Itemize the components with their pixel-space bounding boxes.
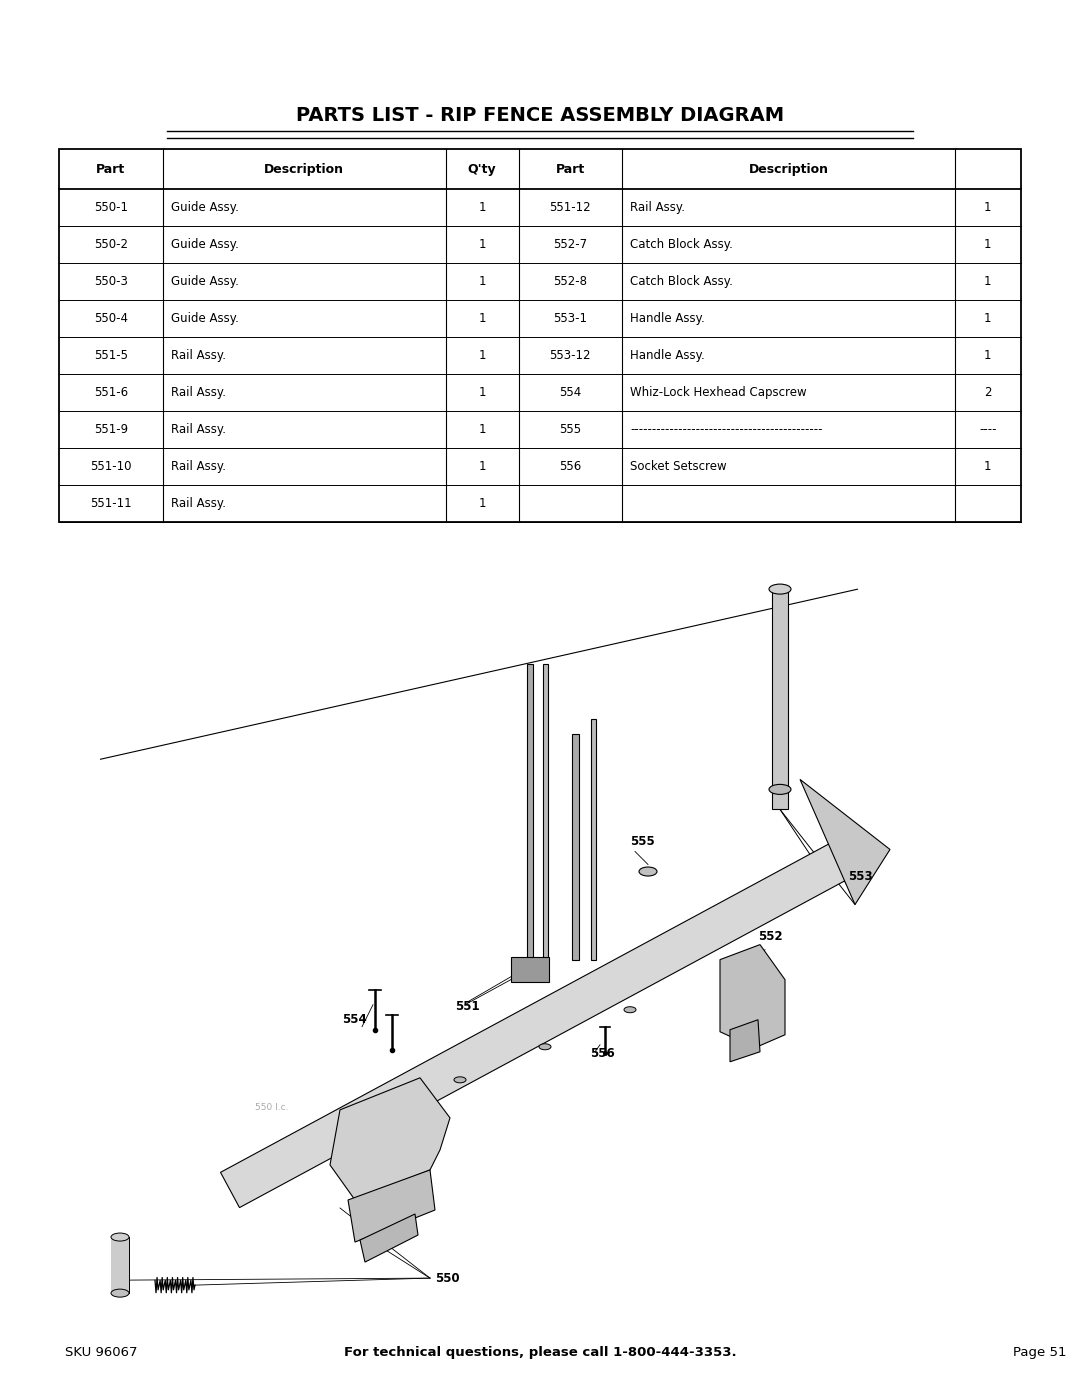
Polygon shape <box>220 827 879 1207</box>
Text: 552-7: 552-7 <box>553 237 588 250</box>
Text: Handle Assy.: Handle Assy. <box>631 312 705 324</box>
Ellipse shape <box>639 868 657 876</box>
Text: Catch Block Assy.: Catch Block Assy. <box>631 275 733 288</box>
Text: 1: 1 <box>478 386 486 398</box>
Bar <box>59 149 1021 521</box>
Text: Guide Assy.: Guide Assy. <box>172 201 239 214</box>
Text: --------------------------------------------: ----------------------------------------… <box>631 423 823 436</box>
Text: 550-3: 550-3 <box>94 275 127 288</box>
Polygon shape <box>348 1169 435 1242</box>
Text: 556: 556 <box>559 460 581 472</box>
Polygon shape <box>542 664 548 970</box>
Text: 553-1: 553-1 <box>553 312 588 324</box>
Text: Rail Assy.: Rail Assy. <box>631 201 686 214</box>
Text: 550-1: 550-1 <box>94 201 129 214</box>
Text: 1: 1 <box>478 237 486 250</box>
Text: 551-12: 551-12 <box>550 201 591 214</box>
Text: 1: 1 <box>984 349 991 362</box>
Polygon shape <box>772 590 788 809</box>
Text: 1: 1 <box>984 312 991 324</box>
Ellipse shape <box>769 584 791 594</box>
Text: 551-5: 551-5 <box>94 349 129 362</box>
Text: 1: 1 <box>478 497 486 510</box>
Text: Guide Assy.: Guide Assy. <box>172 275 239 288</box>
Text: Guide Assy.: Guide Assy. <box>172 312 239 324</box>
Text: 1: 1 <box>478 349 486 362</box>
Text: 555: 555 <box>559 423 581 436</box>
Text: 1: 1 <box>478 201 486 214</box>
Polygon shape <box>730 1020 760 1062</box>
Text: 1: 1 <box>984 201 991 214</box>
Ellipse shape <box>111 1289 129 1298</box>
Text: 551-6: 551-6 <box>94 386 129 398</box>
Text: 1: 1 <box>478 460 486 472</box>
Text: Part: Part <box>555 162 584 176</box>
Text: 550 l.c.: 550 l.c. <box>255 1102 288 1112</box>
Text: 551-11: 551-11 <box>90 497 132 510</box>
Polygon shape <box>800 780 890 905</box>
Text: Rail Assy.: Rail Assy. <box>172 386 226 398</box>
Text: Rail Assy.: Rail Assy. <box>172 460 226 472</box>
Ellipse shape <box>624 1007 636 1013</box>
Ellipse shape <box>539 1044 551 1049</box>
Text: 1: 1 <box>478 275 486 288</box>
Text: Rail Assy.: Rail Assy. <box>172 423 226 436</box>
Polygon shape <box>591 719 595 960</box>
Text: 556: 556 <box>590 1046 615 1060</box>
Text: Guide Assy.: Guide Assy. <box>172 237 239 250</box>
Text: 1: 1 <box>984 275 991 288</box>
Polygon shape <box>360 1214 418 1261</box>
Text: 553: 553 <box>848 869 873 883</box>
Ellipse shape <box>769 784 791 795</box>
Text: Socket Setscrew: Socket Setscrew <box>631 460 727 472</box>
Text: ----: ---- <box>980 423 997 436</box>
Text: 550-2: 550-2 <box>94 237 129 250</box>
Text: 553-12: 553-12 <box>550 349 591 362</box>
Text: Rail Assy.: Rail Assy. <box>172 349 226 362</box>
Bar <box>511 957 549 982</box>
Text: 552: 552 <box>758 929 783 943</box>
Text: Page 51: Page 51 <box>1013 1345 1067 1359</box>
Text: Rail Assy.: Rail Assy. <box>172 497 226 510</box>
Bar <box>111 1238 129 1294</box>
Text: 550-4: 550-4 <box>94 312 129 324</box>
Text: 550: 550 <box>435 1273 460 1285</box>
Text: Whiz-Lock Hexhead Capscrew: Whiz-Lock Hexhead Capscrew <box>631 386 807 398</box>
Text: SKU 96067: SKU 96067 <box>65 1345 137 1359</box>
Text: PARTS LIST - RIP FENCE ASSEMBLY DIAGRAM: PARTS LIST - RIP FENCE ASSEMBLY DIAGRAM <box>296 106 784 124</box>
Ellipse shape <box>454 1077 465 1083</box>
Text: Description: Description <box>748 162 828 176</box>
Text: 2: 2 <box>984 386 991 398</box>
Text: Handle Assy.: Handle Assy. <box>631 349 705 362</box>
Text: 554: 554 <box>559 386 581 398</box>
Text: 551: 551 <box>455 1000 480 1013</box>
Text: 554: 554 <box>342 1013 367 1025</box>
Text: Description: Description <box>265 162 345 176</box>
Text: 1: 1 <box>984 237 991 250</box>
Polygon shape <box>330 1078 450 1200</box>
Text: 1: 1 <box>984 460 991 472</box>
Text: For technical questions, please call 1-800-444-3353.: For technical questions, please call 1-8… <box>343 1345 737 1359</box>
Text: 1: 1 <box>478 423 486 436</box>
Text: Part: Part <box>96 162 125 176</box>
Text: 552-8: 552-8 <box>553 275 588 288</box>
Text: 551-10: 551-10 <box>91 460 132 472</box>
Ellipse shape <box>111 1234 129 1241</box>
Text: 555: 555 <box>630 835 654 848</box>
Polygon shape <box>571 735 579 960</box>
Text: Catch Block Assy.: Catch Block Assy. <box>631 237 733 250</box>
Text: 551-9: 551-9 <box>94 423 129 436</box>
Text: 1: 1 <box>478 312 486 324</box>
Text: Q'ty: Q'ty <box>468 162 497 176</box>
Polygon shape <box>720 944 785 1048</box>
Polygon shape <box>527 664 534 970</box>
